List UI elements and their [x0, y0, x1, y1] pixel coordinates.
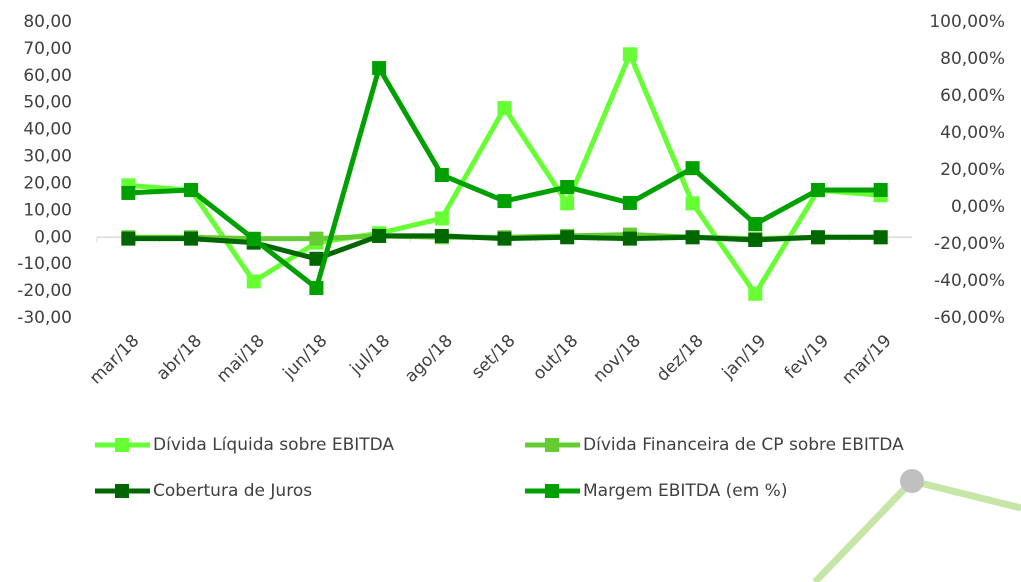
x-tick-label: mar/19 — [838, 331, 896, 389]
x-tick-label: dez/18 — [653, 331, 708, 386]
marker — [121, 185, 136, 200]
y2-tick-label: -40,00% — [934, 271, 1005, 291]
marker — [560, 196, 575, 211]
marker — [497, 194, 512, 209]
marker — [748, 286, 763, 301]
y-tick-label: -20,00 — [17, 281, 72, 301]
y-tick-label: 0,00 — [34, 227, 72, 247]
marker — [622, 47, 637, 62]
x-tick-label: abr/18 — [153, 331, 206, 384]
y-tick-label: 70,00 — [23, 39, 72, 59]
marker — [748, 232, 763, 247]
y-tick-label: 50,00 — [23, 93, 72, 113]
marker — [184, 182, 199, 197]
x-tick-label: jun/18 — [279, 331, 332, 384]
y2-tick-label: 60,00% — [940, 86, 1005, 106]
legend-label: Dívida Líquida sobre EBITDA — [153, 435, 394, 455]
legend-label: Margem EBITDA (em %) — [583, 481, 787, 501]
y-tick-label: 60,00 — [23, 66, 72, 86]
marker — [309, 251, 324, 266]
x-tick-label: nov/18 — [589, 331, 645, 387]
y2-tick-label: -20,00% — [934, 234, 1005, 254]
legend-marker — [115, 438, 129, 452]
y2-tick-label: -60,00% — [934, 308, 1005, 328]
marker — [685, 196, 700, 211]
marker — [434, 228, 449, 243]
marker — [184, 231, 199, 246]
marker — [372, 228, 387, 243]
x-tick-label: ago/18 — [401, 331, 457, 387]
x-tick-label: fev/19 — [781, 331, 833, 383]
series-line — [128, 51, 881, 297]
marker — [246, 232, 261, 247]
y-tick-label: 80,00 — [23, 12, 72, 32]
marker — [309, 281, 324, 296]
decoration-line — [812, 477, 1021, 582]
y2-tick-label: 0,00% — [951, 197, 1005, 217]
y-tick-label: 10,00 — [23, 200, 72, 220]
legend-marker — [545, 438, 559, 452]
y-tick-label: -30,00 — [17, 308, 72, 328]
marker — [810, 230, 825, 245]
marker — [622, 195, 637, 210]
marker — [497, 101, 512, 116]
x-tick-label: jan/19 — [718, 331, 771, 384]
marker — [685, 230, 700, 245]
y2-tick-label: 40,00% — [940, 123, 1005, 143]
marker — [121, 231, 136, 246]
marker — [810, 182, 825, 197]
series-line — [128, 65, 881, 291]
marker — [497, 231, 512, 246]
legend-label: Cobertura de Juros — [153, 481, 312, 501]
x-tick-label: out/18 — [529, 331, 582, 384]
marker — [873, 182, 888, 197]
legend-label: Dívida Financeira de CP sobre EBITDA — [583, 435, 904, 455]
marker — [685, 161, 700, 176]
legend-marker — [545, 484, 559, 498]
y-tick-label: 20,00 — [23, 173, 72, 193]
x-tick-label: set/18 — [468, 331, 520, 383]
marker — [372, 61, 387, 76]
marker — [748, 217, 763, 232]
x-tick-label: jul/18 — [346, 331, 395, 380]
marker — [560, 230, 575, 245]
y2-tick-label: 20,00% — [940, 160, 1005, 180]
y-tick-label: -10,00 — [17, 254, 72, 274]
y2-tick-label: 100,00% — [929, 12, 1005, 32]
legend-marker — [115, 484, 129, 498]
marker — [434, 167, 449, 182]
marker — [309, 231, 324, 246]
y-tick-label: 40,00 — [23, 120, 72, 140]
marker — [246, 274, 261, 289]
marker — [560, 180, 575, 195]
y-tick-label: 30,00 — [23, 147, 72, 167]
x-tick-label: mar/18 — [86, 331, 144, 389]
marker — [434, 211, 449, 226]
marker — [873, 230, 888, 245]
decoration-dot — [900, 469, 924, 493]
marker — [622, 231, 637, 246]
y2-tick-label: 80,00% — [940, 49, 1005, 69]
x-tick-label: mai/18 — [213, 331, 269, 387]
